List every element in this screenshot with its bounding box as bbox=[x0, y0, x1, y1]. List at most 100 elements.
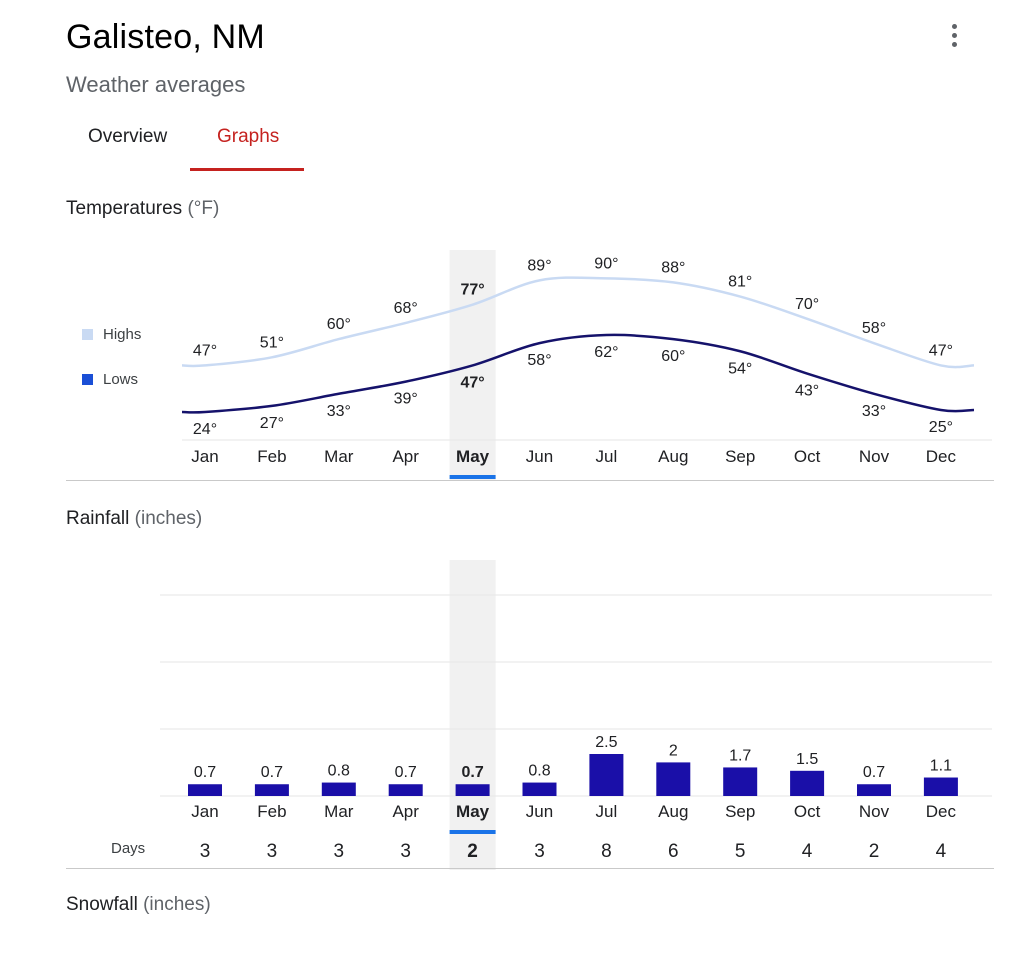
rainfall-bar bbox=[388, 784, 423, 796]
highs-legend-label: Highs bbox=[103, 326, 141, 343]
section-divider bbox=[66, 480, 994, 481]
month-tick-label[interactable]: Sep bbox=[725, 802, 755, 821]
rainfall-data-label: 0.7 bbox=[194, 764, 216, 781]
month-tick-label[interactable]: Apr bbox=[392, 447, 419, 466]
rainfall-bar bbox=[321, 782, 356, 796]
lows-legend-label: Lows bbox=[103, 371, 138, 388]
highs-data-label: 60° bbox=[327, 316, 351, 333]
page-subtitle: Weather averages bbox=[66, 72, 246, 97]
month-tick-label[interactable]: Mar bbox=[324, 447, 354, 466]
month-tick-label[interactable]: Feb bbox=[257, 802, 286, 821]
days-row-label: Days bbox=[111, 840, 145, 857]
lows-data-label: 39° bbox=[394, 391, 418, 408]
highs-data-label: 47° bbox=[193, 342, 217, 359]
highs-data-label: 88° bbox=[661, 259, 685, 276]
rainfall-data-label: 0.8 bbox=[328, 763, 350, 780]
highs-data-label: 70° bbox=[795, 296, 819, 313]
month-tick-label[interactable]: Jun bbox=[526, 802, 553, 821]
month-tick-label[interactable]: Mar bbox=[324, 802, 354, 821]
lows-data-label: 47° bbox=[460, 374, 484, 391]
rain-days-value: 5 bbox=[735, 841, 746, 862]
tab-graphs[interactable]: Graphs bbox=[217, 126, 280, 147]
rainfall-data-label: 2.5 bbox=[595, 734, 617, 751]
month-tick-label[interactable]: Oct bbox=[794, 447, 821, 466]
snowfall-heading-label: Snowfall bbox=[66, 894, 138, 915]
month-tick-label[interactable]: Jun bbox=[526, 447, 553, 466]
rain-days-value: 4 bbox=[936, 841, 947, 862]
active-tab-indicator bbox=[190, 168, 304, 171]
rain-days-value: 8 bbox=[601, 841, 612, 862]
highs-data-label: 90° bbox=[594, 255, 618, 272]
month-tick-label[interactable]: May bbox=[456, 802, 490, 821]
section-divider bbox=[66, 868, 994, 869]
lows-data-label: 58° bbox=[527, 352, 551, 369]
rain-days-value: 3 bbox=[400, 841, 411, 862]
temperatures-heading: Temperatures (°F) bbox=[66, 198, 219, 220]
rainfall-data-label: 1.7 bbox=[729, 747, 751, 764]
lows-data-label: 24° bbox=[193, 421, 217, 438]
lows-data-label: 27° bbox=[260, 415, 284, 432]
highs-data-label: 58° bbox=[862, 320, 886, 337]
highs-data-label: 81° bbox=[728, 274, 752, 291]
highs-data-label: 51° bbox=[260, 334, 284, 351]
lows-data-label: 54° bbox=[728, 360, 752, 377]
more-vert-icon[interactable] bbox=[944, 22, 964, 50]
rain-days-value: 3 bbox=[200, 841, 211, 862]
lows-data-label: 25° bbox=[929, 419, 953, 436]
month-tick-label[interactable]: Aug bbox=[658, 802, 688, 821]
lows-data-label: 33° bbox=[327, 403, 351, 420]
lows-data-label: 33° bbox=[862, 403, 886, 420]
month-tick-label[interactable]: Jul bbox=[596, 802, 618, 821]
rainfall-bar bbox=[923, 777, 958, 796]
highs-legend-swatch bbox=[82, 329, 93, 340]
month-tick-label[interactable]: Jul bbox=[596, 447, 618, 466]
temperatures-heading-unit: (°F) bbox=[187, 198, 220, 219]
rain-days-value: 3 bbox=[334, 841, 345, 862]
month-tick-label[interactable]: Dec bbox=[926, 802, 957, 821]
rainfall-data-label: 0.7 bbox=[261, 764, 283, 781]
rainfall-data-label: 0.8 bbox=[528, 763, 550, 780]
month-tick-label[interactable]: May bbox=[456, 447, 490, 466]
month-tick-label[interactable]: Nov bbox=[859, 447, 890, 466]
tab-overview[interactable]: Overview bbox=[88, 126, 168, 147]
rain-days-value: 6 bbox=[668, 841, 679, 862]
lows-data-label: 62° bbox=[594, 344, 618, 361]
rainfall-data-label: 0.7 bbox=[461, 764, 483, 781]
rain-days-value: 3 bbox=[534, 841, 545, 862]
rainfall-heading-unit: (inches) bbox=[134, 508, 203, 529]
month-tick-label[interactable]: Aug bbox=[658, 447, 688, 466]
month-tick-label[interactable]: Apr bbox=[392, 802, 419, 821]
rainfall-bar bbox=[790, 770, 825, 796]
page-title: Galisteo, NM bbox=[66, 18, 265, 56]
rainfall-bar bbox=[254, 784, 289, 796]
lows-data-label: 60° bbox=[661, 348, 685, 365]
selected-month-indicator bbox=[449, 475, 496, 479]
lows-data-label: 43° bbox=[795, 383, 819, 400]
rainfall-bar bbox=[723, 767, 758, 796]
rainfall-data-label: 1.5 bbox=[796, 751, 818, 768]
month-tick-label[interactable]: Nov bbox=[859, 802, 890, 821]
highs-line bbox=[181, 276, 975, 369]
month-tick-label[interactable]: Oct bbox=[794, 802, 821, 821]
lows-legend-swatch bbox=[82, 374, 93, 385]
month-tick-label[interactable]: Jan bbox=[191, 447, 218, 466]
rainfall-bar bbox=[188, 784, 222, 796]
month-tick-label[interactable]: Dec bbox=[926, 447, 957, 466]
rainfall-heading: Rainfall (inches) bbox=[66, 508, 202, 530]
snowfall-heading: Snowfall (inches) bbox=[66, 894, 211, 916]
highs-data-label: 47° bbox=[929, 342, 953, 359]
selected-month-band bbox=[449, 560, 496, 870]
month-tick-label[interactable]: Jan bbox=[191, 802, 218, 821]
rainfall-data-label: 0.7 bbox=[863, 764, 885, 781]
highs-data-label: 89° bbox=[527, 257, 551, 274]
rainfall-bar bbox=[656, 762, 691, 796]
rainfall-data-label: 1.1 bbox=[930, 758, 952, 775]
rainfall-data-label: 0.7 bbox=[395, 764, 417, 781]
highs-data-label: 77° bbox=[460, 282, 484, 299]
rain-days-value: 3 bbox=[267, 841, 278, 862]
temperature-chart: 47° 51° 60° 68° 77° 89° 90° 88° 81° 70° 58° 47° 24° 2… bbox=[82, 250, 992, 480]
month-tick-label[interactable]: Feb bbox=[257, 447, 286, 466]
rain-days-value: 2 bbox=[869, 841, 880, 862]
month-tick-label[interactable]: Sep bbox=[725, 447, 755, 466]
rainfall-bar bbox=[589, 754, 624, 796]
